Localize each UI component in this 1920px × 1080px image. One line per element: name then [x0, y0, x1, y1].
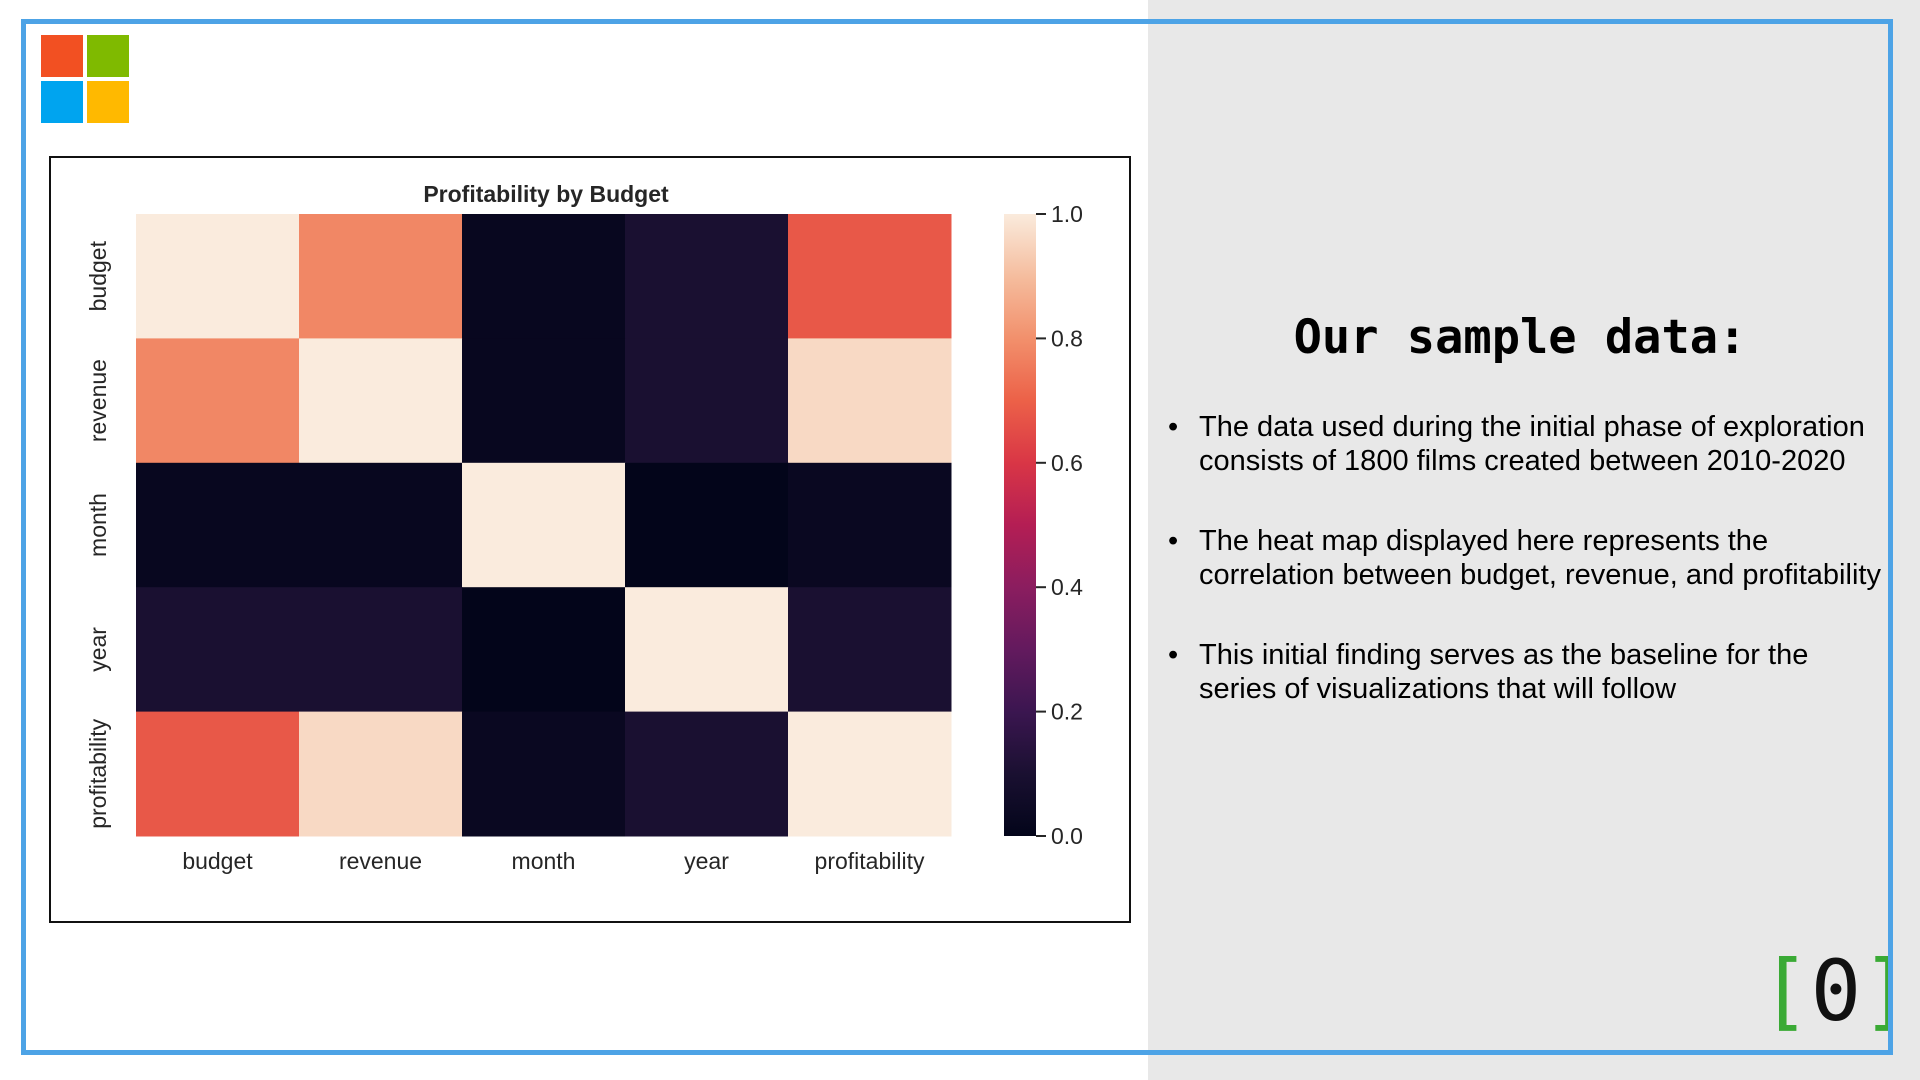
heatmap-cell [462, 462, 626, 588]
colorbar-tick-label: 0.4 [1051, 574, 1083, 600]
x-tick-label: revenue [339, 848, 422, 874]
heatmap-cell [788, 462, 952, 588]
bullet-item: • This initial finding serves as the base… [1168, 638, 1888, 706]
bullet-dot: • [1168, 639, 1179, 671]
logo-square-yellow [87, 81, 129, 123]
bracket-digit: 0 [1810, 942, 1862, 1040]
colorbar [1004, 214, 1036, 836]
heatmap-cell [299, 462, 463, 588]
slide-heading: Our sample data: [1293, 310, 1747, 365]
microsoft-logo [41, 35, 129, 123]
heatmap-cell [299, 214, 463, 339]
heatmap-cell [299, 338, 463, 464]
bullet-item: • The data used during the initial phase … [1168, 410, 1888, 478]
heatmap-cell [299, 711, 463, 837]
heatmap-cell [136, 462, 300, 588]
logo-square-red [41, 35, 83, 77]
colorbar-tick-label: 0.0 [1051, 823, 1083, 849]
heatmap-cell [625, 338, 789, 464]
heatmap-cell [625, 462, 789, 588]
x-tick-label: month [512, 848, 576, 874]
heatmap-cell [625, 711, 789, 837]
heatmap-cell [788, 711, 952, 837]
heatmap-svg: Profitability by Budget budget revenue mon… [85, 181, 1083, 874]
bracket-close: ] [1861, 942, 1912, 1040]
heatmap-cell [136, 214, 300, 339]
logo-square-green [87, 35, 129, 77]
y-tick-label: year [85, 627, 111, 672]
x-tick-label: year [684, 848, 729, 874]
bullet-item: • The heat map displayed here represents … [1168, 524, 1888, 592]
y-tick-label: revenue [85, 359, 111, 442]
heatmap-cell [625, 587, 789, 713]
y-tick-label: month [85, 493, 111, 557]
bracket-open: [ [1760, 942, 1811, 1040]
heatmap-cell [788, 338, 952, 464]
bullet-list: • The data used during the initial phase … [1168, 410, 1888, 752]
bullet-text: The heat map displayed here represents t… [1199, 525, 1881, 591]
bullet-dot: • [1168, 411, 1179, 443]
colorbar-tick-label: 0.8 [1051, 325, 1083, 351]
right-panel [1148, 0, 1920, 1080]
heatmap-cell [788, 587, 952, 713]
bullet-text: The data used during the initial phase o… [1199, 411, 1865, 477]
chart-title: Profitability by Budget [423, 181, 669, 207]
bullet-dot: • [1168, 525, 1179, 557]
heatmap-cell [625, 214, 789, 339]
heatmap-cell [136, 587, 300, 713]
heatmap-cell [788, 214, 952, 339]
bullet-text: This initial finding serves as the basel… [1199, 639, 1809, 705]
heatmap-cell [299, 587, 463, 713]
y-tick-label: budget [85, 240, 111, 311]
colorbar-tick-label: 0.6 [1051, 450, 1083, 476]
heatmap-cell [136, 711, 300, 837]
x-tick-label: profitability [815, 848, 925, 874]
y-tick-label: profitability [85, 718, 111, 828]
heatmap-cell [462, 587, 626, 713]
colorbar-tick-label: 0.2 [1051, 699, 1083, 725]
logo-square-blue [41, 81, 83, 123]
heatmap-cell [136, 338, 300, 464]
x-tick-label: budget [182, 848, 253, 874]
slide-frame [21, 19, 1893, 1055]
heatmap-chart: Profitability by Budget budget revenue mon… [49, 156, 1131, 923]
heatmap-cell [462, 711, 626, 837]
heatmap-cell [462, 338, 626, 464]
bracket-zero-logo: [0] [1760, 946, 1912, 1036]
colorbar-tick-label: 1.0 [1051, 201, 1083, 227]
heatmap-cell [462, 214, 626, 339]
